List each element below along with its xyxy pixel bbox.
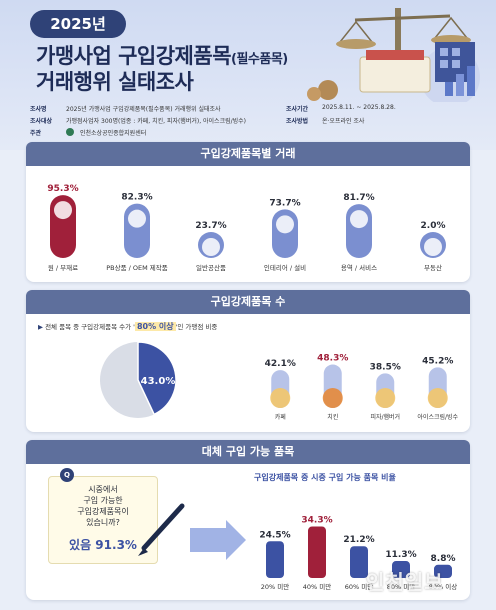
value-label: 34.3%: [301, 516, 332, 526]
section1-chart: 95.3% 원 / 부재료 82.3% PB상품 / OEM 제작품 23.7% 일반공산…: [47, 184, 446, 272]
info-value: 2025년 가맹사업 구입강제품목(필수품목) 거래행위 실태조사: [66, 106, 221, 113]
note-line: 있습니까?: [86, 518, 120, 527]
house-icon: [424, 238, 442, 256]
value-label: 24.5%: [259, 530, 290, 540]
value-label: 2.0%: [421, 221, 446, 231]
info-key: 조사방법: [286, 118, 309, 125]
teapot-icon: [202, 238, 220, 256]
value-label: 42.1%: [265, 359, 296, 369]
note-line: 구입강제품목이: [77, 507, 129, 516]
value-label: 45.2%: [422, 356, 453, 366]
year-badge: 2025년: [30, 10, 126, 38]
bar: [266, 541, 284, 578]
survey-info: 조사명 2025년 가맹사업 구입강제품목(필수품목) 거래행위 실태조사 조사…: [30, 102, 466, 142]
burger-icon: [375, 388, 396, 408]
title-main: 가맹사업 구입강제품목: [36, 44, 232, 68]
info-key: 조사기간: [286, 106, 309, 113]
pie-chart: 43.0%: [100, 341, 177, 418]
coffee-cup-icon: [270, 388, 291, 408]
info-value: 가맹점사업자 300명(업종 : 카페, 치킨, 피자(햄버거), 아이스크림/…: [66, 118, 247, 125]
note-line: 시중에서: [88, 485, 118, 494]
caption-highlight: 80% 이상: [134, 322, 176, 331]
info-key: 조사대상: [30, 118, 53, 125]
value-label: 73.7%: [269, 198, 300, 208]
arrow-right-icon: [190, 520, 246, 560]
section3-subtitle: 구입강제품목 중 시중 구입 가능 품목 비율: [254, 473, 396, 482]
value-label: 82.3%: [121, 193, 152, 203]
category-label: 20% 미만: [261, 582, 289, 591]
value-label: 21.2%: [343, 535, 374, 545]
note-line: 구입 가능한: [83, 496, 123, 505]
value-label: 11.3%: [385, 550, 416, 560]
category-label: 80% 미만: [387, 582, 415, 591]
pen-icon: [138, 503, 185, 556]
scale-illustration: [307, 8, 480, 102]
note-answer: 있음 91.3%: [69, 538, 137, 552]
pie-slice-highlight: [137, 341, 177, 416]
category-label: 용역 / 서비스: [341, 263, 377, 272]
value-label: 81.7%: [343, 193, 374, 203]
section3-chart: 24.5% 20% 미만 34.3% 40% 미만 21.2% 60% 미만 11.3% 80…: [259, 516, 457, 591]
info-value: 온·오프라인 조사: [322, 118, 365, 125]
category-label: 카페: [275, 413, 286, 421]
watermark: 인천일보: [366, 570, 444, 594]
info-key: 주관: [30, 130, 42, 137]
category-label: 치킨: [327, 413, 338, 421]
value-label: 8.8%: [431, 554, 456, 564]
category-label: 인테리어 / 설비: [264, 263, 306, 272]
value-label: 38.5%: [370, 362, 401, 372]
category-label: 일반공산품: [196, 263, 226, 272]
title-line-1: 가맹사업 구입강제품목(필수품목): [36, 40, 288, 70]
value-label: 95.3%: [47, 184, 78, 194]
caption-arrow-icon: ▶: [38, 323, 43, 331]
bar: [308, 526, 326, 578]
info-value: 인천소상공인종합지원센터: [80, 130, 147, 137]
category-label: 원 / 부재료: [48, 263, 78, 272]
pie-label: 43.0%: [141, 376, 176, 387]
info-row-host: 주관 인천소상공인종합지원센터: [30, 128, 146, 137]
caption-post: '인 가맹점 비중: [175, 323, 218, 331]
caption-pre: 전체 품목 중 구입강제품목 수가 ': [45, 323, 135, 331]
value-label: 23.7%: [195, 221, 226, 231]
host-logo-icon: [66, 128, 74, 136]
bar: [392, 561, 410, 578]
info-value: 2025.8.11. ~ 2025.8.28.: [322, 104, 396, 111]
category-label: 피자/햄버거: [370, 413, 400, 421]
section2-title: 구입강제품목 수: [26, 290, 470, 314]
category-label: 40% 미만: [303, 582, 331, 591]
category-label: 80% 이상: [429, 582, 457, 591]
category-label: PB상품 / OEM 제작품: [106, 263, 168, 272]
info-row-name: 조사명 2025년 가맹사업 구입강제품목(필수품목) 거래행위 실태조사: [30, 104, 221, 113]
bar: [350, 546, 368, 578]
category-label: 60% 미만: [345, 582, 373, 591]
section2-chart: 42.1% 카페 48.3% 치킨 38.5% 피자/햄버거 45.2% 아이스크림/빙수: [265, 354, 459, 421]
category-label: 아이스크림/빙수: [417, 413, 458, 421]
info-key: 조사명: [30, 106, 47, 113]
pb-products-icon: [128, 209, 146, 228]
question-note: [48, 476, 158, 564]
bar: [434, 564, 452, 578]
section1-title: 구입강제품목별 거래: [26, 142, 470, 166]
paint-roller-icon: [276, 215, 294, 234]
ice-cream-icon: [427, 388, 448, 408]
info-row-method: 조사방법 온·오프라인 조사: [286, 116, 364, 125]
title-suffix: (필수품목): [231, 52, 288, 67]
title-line-2: 거래행위 실태조사: [36, 70, 194, 94]
info-row-target: 조사대상 가맹점사업자 300명(업종 : 카페, 치킨, 피자(햄버거), 아…: [30, 116, 246, 125]
section2-caption: ▶ 전체 품목 중 구입강제품목 수가 ' 80% 이상 '인 가맹점 비중: [38, 321, 217, 332]
category-label: 부동산: [424, 263, 442, 272]
chicken-icon: [322, 388, 343, 408]
coffee-beans-icon: [54, 201, 72, 220]
info-row-period: 조사기간 2025.8.11. ~ 2025.8.28.: [286, 104, 396, 113]
section3-title: 대체 구입 가능 품목: [26, 440, 470, 464]
value-label: 48.3%: [317, 354, 348, 364]
stars-rating-icon: [350, 210, 368, 229]
question-badge: Q: [60, 468, 74, 482]
